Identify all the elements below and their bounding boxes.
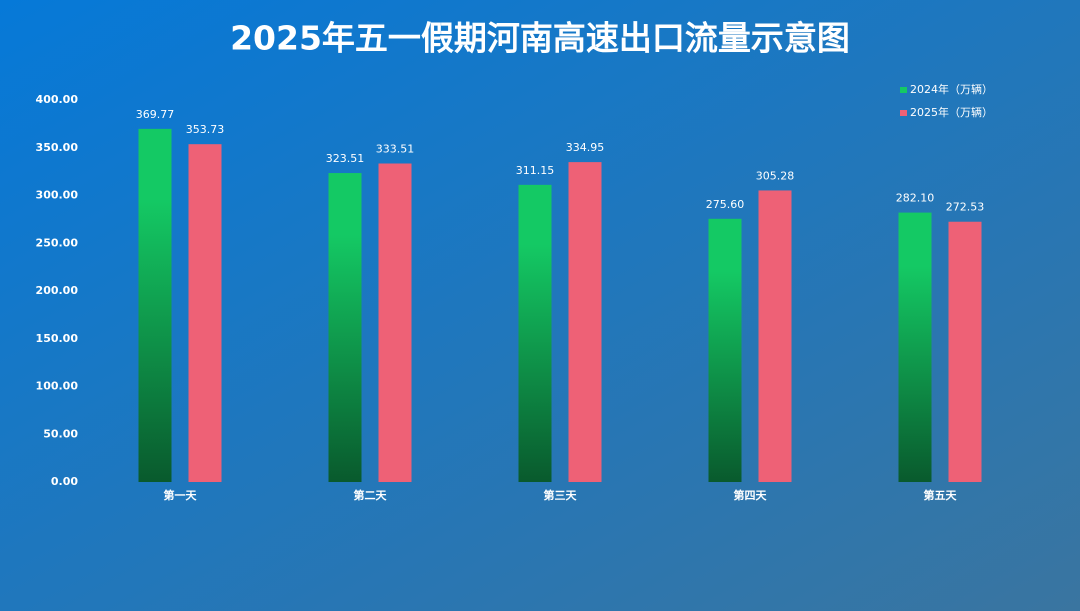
y-tick-label: 0.00 [51, 475, 78, 488]
y-tick-label: 250.00 [36, 236, 79, 249]
value-label: 334.95 [566, 141, 605, 154]
value-label: 275.60 [706, 198, 745, 211]
y-tick-label: 100.00 [36, 380, 79, 393]
x-tick-label: 第二天 [354, 488, 388, 502]
x-tick-label: 第三天 [544, 488, 578, 502]
value-label: 305.28 [756, 169, 795, 182]
bar [188, 144, 222, 482]
bar [518, 184, 552, 482]
bar [568, 162, 602, 483]
y-tick-label: 300.00 [36, 189, 79, 202]
bar [328, 173, 362, 482]
x-tick-label: 第五天 [924, 488, 958, 502]
x-tick-label: 第四天 [734, 488, 768, 502]
value-label: 311.15 [516, 164, 555, 177]
chart-title: 2025年五一假期河南高速出口流量示意图 [230, 19, 850, 58]
value-label: 369.77 [136, 108, 175, 121]
legend-label: 2024年（万辆） [910, 82, 993, 96]
bar [758, 190, 792, 483]
value-label: 323.51 [326, 152, 365, 165]
bar [378, 163, 412, 482]
y-tick-label: 50.00 [43, 427, 78, 440]
y-tick-label: 200.00 [36, 284, 79, 297]
value-label: 282.10 [896, 192, 935, 205]
legend-label: 2025年（万辆） [910, 105, 993, 119]
y-tick-label: 400.00 [36, 93, 79, 106]
x-tick-label: 第一天 [164, 488, 198, 502]
bar [138, 128, 172, 483]
bar [898, 212, 932, 483]
y-tick-label: 350.00 [36, 141, 79, 154]
bar [708, 218, 742, 482]
value-label: 272.53 [946, 201, 985, 214]
value-label: 353.73 [186, 123, 225, 136]
legend-swatch [900, 87, 907, 93]
bar [948, 221, 982, 482]
legend-swatch [900, 110, 907, 116]
value-label: 333.51 [376, 142, 415, 155]
y-tick-label: 150.00 [36, 332, 79, 345]
